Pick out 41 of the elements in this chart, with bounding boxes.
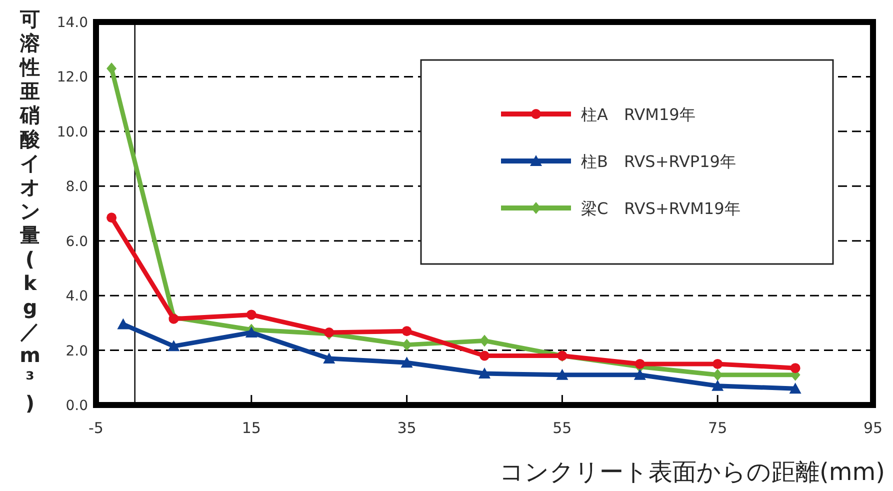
point — [556, 368, 568, 380]
y-tick-label: 2.0 — [66, 343, 88, 360]
x-axis-title: コンクリート表面からの距離(mm) — [500, 458, 885, 486]
point — [106, 212, 117, 223]
point — [117, 318, 130, 330]
point — [168, 314, 179, 324]
point — [790, 363, 800, 374]
point — [402, 326, 412, 336]
y-tick-label: 8.0 — [66, 179, 88, 196]
point — [323, 352, 336, 364]
x-tick-label: 35 — [397, 419, 416, 437]
point — [712, 380, 724, 391]
point — [712, 358, 723, 369]
legend: 柱A RVM19年 柱B RVS+RVP19年 梁C RVS+RVM19年 — [420, 59, 834, 265]
y-tick-label: 4.0 — [66, 288, 88, 305]
legend-label: 柱B RVS+RVP19年 — [581, 152, 736, 171]
point — [478, 368, 490, 379]
y-tick-label: 6.0 — [66, 234, 88, 250]
point — [402, 338, 412, 351]
y-axis-title: 可溶性亜硝酸イオン量(kg／m³) — [20, 7, 40, 415]
y-tick-label: 14.0 — [56, 15, 88, 31]
x-tick-label: 15 — [242, 419, 261, 437]
point — [789, 382, 802, 394]
x-tick-label: 55 — [552, 419, 572, 437]
legend-label: 梁C RVS+RVM19年 — [581, 199, 740, 218]
point — [168, 340, 180, 352]
point — [634, 358, 645, 369]
legend-label: 柱A RVM19年 — [581, 105, 696, 124]
point — [246, 310, 256, 320]
point — [400, 356, 413, 368]
y-tick-label: 12.0 — [56, 70, 88, 86]
x-tick-label: 75 — [708, 419, 728, 437]
point — [245, 326, 258, 338]
point — [480, 334, 490, 347]
point — [106, 62, 117, 75]
point — [480, 350, 490, 361]
y-tick-label: 0.0 — [66, 398, 88, 414]
y-tick-label: 10.0 — [56, 124, 88, 140]
point — [634, 368, 646, 380]
x-tick-label: 95 — [863, 419, 883, 437]
x-tick-label: -5 — [88, 419, 104, 437]
